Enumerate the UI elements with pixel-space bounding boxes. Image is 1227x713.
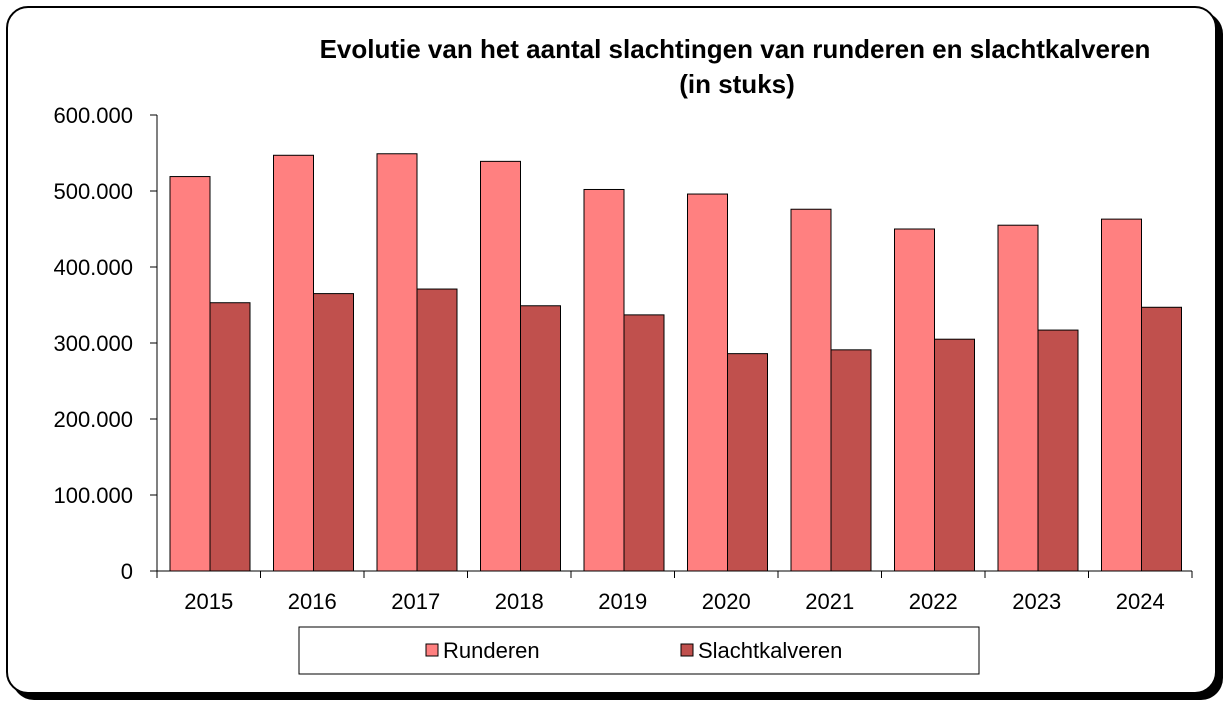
y-tick-label: 300.000 bbox=[53, 331, 133, 356]
legend-label-slachtkalveren: Slachtkalveren bbox=[698, 638, 842, 663]
bar-slachtkalveren-2017 bbox=[416, 288, 458, 572]
bar-slachtkalveren-2021 bbox=[830, 349, 872, 572]
bar-slachtkalveren-2015 bbox=[209, 302, 251, 572]
x-tick-label: 2024 bbox=[1116, 589, 1165, 614]
bar-slachtkalveren-2020 bbox=[727, 353, 768, 572]
x-tick-label: 2023 bbox=[1012, 589, 1061, 614]
x-tick-label: 2019 bbox=[598, 589, 647, 614]
x-tick-label: 2018 bbox=[495, 589, 544, 614]
x-tick-label: 2017 bbox=[391, 589, 440, 614]
y-axis: 0 100.000 200.000 300.000 400.000 500.000 600.… bbox=[53, 103, 158, 584]
bar-slachtkalveren-2016 bbox=[313, 293, 354, 572]
y-tick-label: 0 bbox=[121, 559, 133, 584]
bar-runderen-2018 bbox=[480, 160, 521, 572]
legend-swatch-runderen bbox=[425, 643, 439, 657]
bars bbox=[169, 153, 1182, 572]
bar-runderen-2020 bbox=[687, 193, 728, 572]
bar-runderen-2024 bbox=[1101, 218, 1142, 572]
bar-runderen-2016 bbox=[273, 154, 314, 572]
chart-title: Evolutie van het aantal slachtingen van … bbox=[320, 34, 1151, 64]
bar-runderen-2019 bbox=[583, 188, 625, 572]
x-tick-label: 2015 bbox=[184, 589, 233, 614]
chart-subtitle: (in stuks) bbox=[679, 69, 795, 99]
x-tick-label: 2016 bbox=[288, 589, 337, 614]
y-tick-label: 200.000 bbox=[53, 407, 133, 432]
bar-runderen-2015 bbox=[169, 176, 211, 572]
y-tick-label: 500.000 bbox=[53, 179, 133, 204]
y-tick-label: 100.000 bbox=[53, 483, 133, 508]
x-tick-label: 2020 bbox=[702, 589, 751, 614]
legend-box bbox=[298, 626, 980, 675]
bar-slachtkalveren-2022 bbox=[934, 338, 975, 572]
bar-runderen-2021 bbox=[790, 208, 832, 572]
x-tick-label: 2021 bbox=[805, 589, 854, 614]
bar-slachtkalveren-2018 bbox=[520, 305, 561, 572]
x-axis: 2015 2016 2017 2018 2019 2020 2021 2022 2023 2024 bbox=[150, 570, 1193, 614]
x-tick-label: 2022 bbox=[909, 589, 958, 614]
bar-runderen-2023 bbox=[997, 224, 1039, 572]
bar-runderen-2017 bbox=[376, 153, 418, 572]
bar-slachtkalveren-2019 bbox=[623, 314, 665, 572]
bar-runderen-2022 bbox=[894, 228, 935, 572]
bar-slachtkalveren-2023 bbox=[1037, 329, 1079, 572]
bar-slachtkalveren-2024 bbox=[1141, 306, 1182, 572]
legend: Runderen Slachtkalveren bbox=[298, 626, 980, 675]
y-tick-label: 600.000 bbox=[53, 103, 133, 128]
y-tick-label: 400.000 bbox=[53, 255, 133, 280]
legend-label-runderen: Runderen bbox=[443, 638, 540, 663]
legend-swatch-slachtkalveren bbox=[680, 643, 694, 657]
